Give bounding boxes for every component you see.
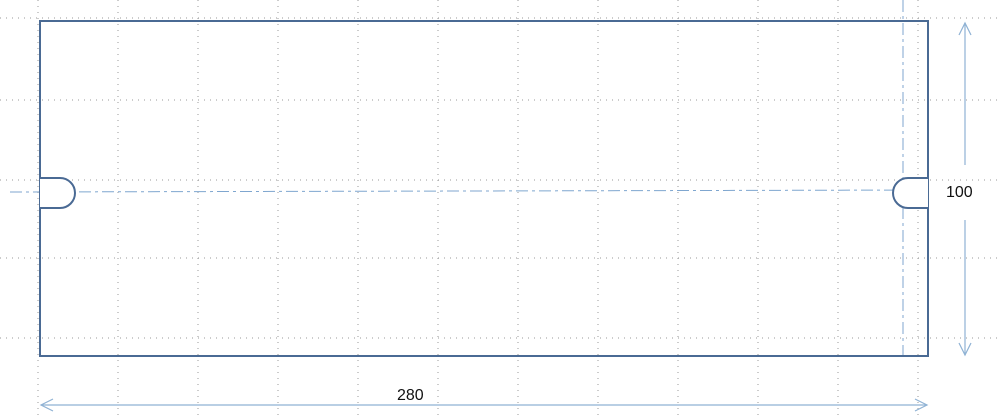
center-line bbox=[9, 189, 931, 193]
arrow-head bbox=[914, 398, 929, 412]
arrow-head bbox=[958, 21, 972, 36]
plate-outline bbox=[39, 20, 929, 357]
arrow-head bbox=[958, 342, 972, 357]
arrow-head bbox=[39, 398, 54, 412]
slot bbox=[40, 177, 76, 209]
dimension-label: 280 bbox=[397, 387, 424, 404]
height-dimension: 100 bbox=[946, 21, 973, 357]
slot bbox=[892, 177, 928, 209]
dimension-label: 100 bbox=[946, 184, 973, 201]
width-dimension: 280 bbox=[39, 387, 929, 412]
